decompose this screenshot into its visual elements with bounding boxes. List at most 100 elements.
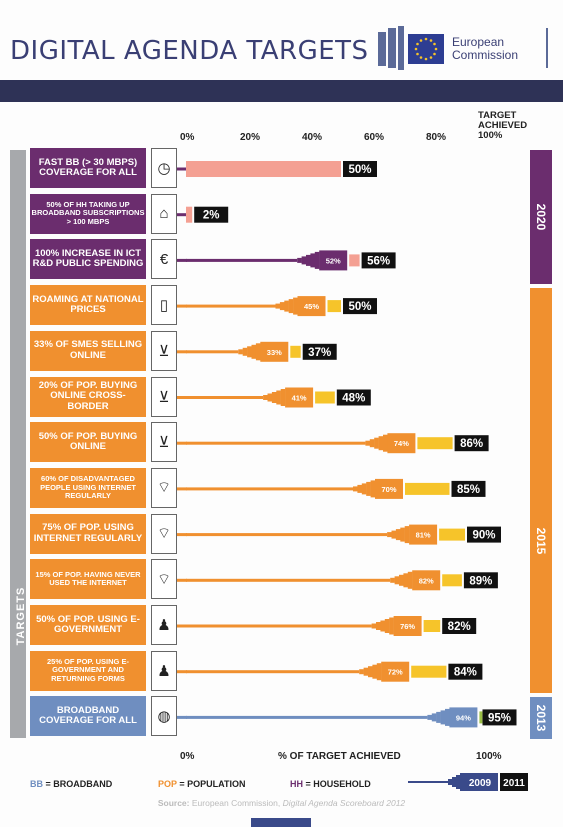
axis-tick-label: 60% (364, 132, 385, 143)
bar-2009-step (242, 347, 248, 356)
bar-2009-step (365, 440, 370, 446)
bar-2011 (349, 254, 360, 267)
bar-2009 (449, 707, 478, 728)
shopping-basket-icon: ⊻ (151, 376, 177, 417)
official-person-icon: ♟ (151, 650, 177, 691)
value-2011-box (463, 572, 498, 589)
bar-2009 (412, 570, 441, 591)
axis-tick-label: 80% (426, 132, 447, 143)
value-2011-box (343, 298, 377, 315)
bar-2009-line (186, 350, 239, 354)
target-label: 25% OF POP. USING E-GOVERNMENT AND RETUR… (30, 650, 146, 691)
bar-2009-line (186, 396, 264, 399)
legend-2011-swatch (500, 773, 528, 791)
bar-2011 (423, 620, 441, 632)
bar-2009-step (376, 622, 381, 630)
header-band (0, 80, 563, 102)
bar-2009-step (399, 574, 404, 586)
bar-2009-step (384, 619, 390, 633)
value-2009-label: 94% (456, 713, 471, 722)
legend-household: HH = HOUSEHOLD (290, 779, 371, 789)
bar-2011 (405, 482, 450, 495)
legend-broadband: BB = BROADBAND (30, 779, 113, 789)
legend-2009-label: 2009 (469, 778, 492, 789)
value-2011-label: 50% (348, 164, 371, 176)
row-connector (177, 533, 187, 537)
wifi-computer-icon: ⌔ (151, 559, 177, 600)
value-2011-label: 82% (448, 621, 471, 633)
bar-2009-step (371, 623, 377, 629)
bar-2011 (442, 574, 462, 587)
row-connector (177, 304, 187, 308)
bar-2009-step (376, 663, 382, 681)
target-label: 50% OF POP. USING E-GOVERNMENT (30, 605, 146, 645)
bar-2009 (381, 661, 410, 682)
value-2011-label: 85% (457, 484, 480, 496)
globe-computer-icon: ◍ (151, 696, 177, 737)
targets-side-label: TARGETS (15, 586, 27, 646)
bar-2011 (186, 206, 193, 223)
bar-2009-step (263, 395, 268, 400)
bar-2009-step (275, 303, 281, 309)
wifi-computer-icon: ⌔ (151, 513, 177, 554)
year-label: 2013 (534, 704, 548, 732)
legend-2009-swatch (462, 773, 498, 791)
bar-2009-step (403, 573, 408, 588)
value-2011-box (482, 709, 517, 726)
bar-2009 (409, 524, 438, 545)
bar-2009-step (359, 669, 364, 675)
bar-2009-step (366, 481, 371, 496)
bar-2009-step (445, 708, 450, 726)
row-connector (177, 258, 187, 262)
bar-2011 (315, 391, 335, 404)
bar-2011-start (186, 163, 192, 175)
bar-2011 (186, 161, 341, 177)
european-commission-logo (378, 26, 548, 70)
source-note: Source: European Commission, Digital Age… (157, 798, 406, 808)
bar-2009 (319, 250, 348, 271)
target-label: 33% OF SMES SELLING ONLINE (30, 330, 146, 371)
value-2011-label: 95% (488, 712, 511, 724)
bar-2009-step (394, 576, 400, 585)
bar-2009-step (363, 667, 369, 676)
bar-2009-step (267, 393, 273, 402)
year-label: 2020 (534, 203, 548, 231)
value-2011-box (451, 480, 486, 497)
targets-side-bar: TARGETS (10, 150, 27, 738)
bar-2009-step (436, 711, 441, 723)
axis-bottom-start: 0% (180, 751, 195, 762)
value-2009-label: 76% (400, 622, 415, 631)
bar-2009 (375, 478, 403, 499)
axis-tick-label: 40% (302, 132, 323, 143)
legend-years: 2009 2011 (408, 773, 528, 791)
bar-2009-line (186, 624, 372, 628)
target-label: 20% OF POP. BUYING ONLINE CROSS-BORDER (30, 376, 146, 417)
target-label: 50% OF POP. BUYING ONLINE (30, 422, 146, 463)
value-2009-label: 52% (326, 256, 341, 265)
value-2011-box (343, 161, 377, 177)
value-2011-label: 89% (469, 575, 492, 587)
bar-2009-line (186, 533, 388, 537)
row-connector (177, 715, 187, 719)
mobile-phone-icon: ▯ (151, 285, 177, 326)
value-2009-label: 41% (292, 394, 307, 403)
speedometer-icon: ◷ (151, 148, 177, 188)
bar-2009 (297, 296, 326, 317)
shopping-basket-icon: ⊻ (151, 422, 177, 463)
bar-2009-step (440, 710, 446, 725)
year-group-2013: 2013 (530, 697, 552, 739)
target-label: 60% OF DISADVANTAGED PEOPLE USING INTERN… (30, 467, 146, 508)
bar-2009-step (361, 483, 367, 495)
bar-2009-step (293, 297, 298, 315)
bar-2009-step (391, 530, 397, 539)
value-2009-label: 74% (394, 439, 409, 448)
value-2011-box (336, 389, 371, 406)
bar-2009-step (247, 346, 252, 358)
bar-2009-step (369, 439, 375, 448)
bar-2009-step (378, 436, 384, 451)
organization-name: European Commission (452, 35, 519, 62)
bar-2009 (260, 341, 289, 362)
bar-2009-step (387, 532, 392, 538)
value-2009-label: 45% (304, 302, 319, 311)
bar-2009-step (372, 664, 377, 679)
